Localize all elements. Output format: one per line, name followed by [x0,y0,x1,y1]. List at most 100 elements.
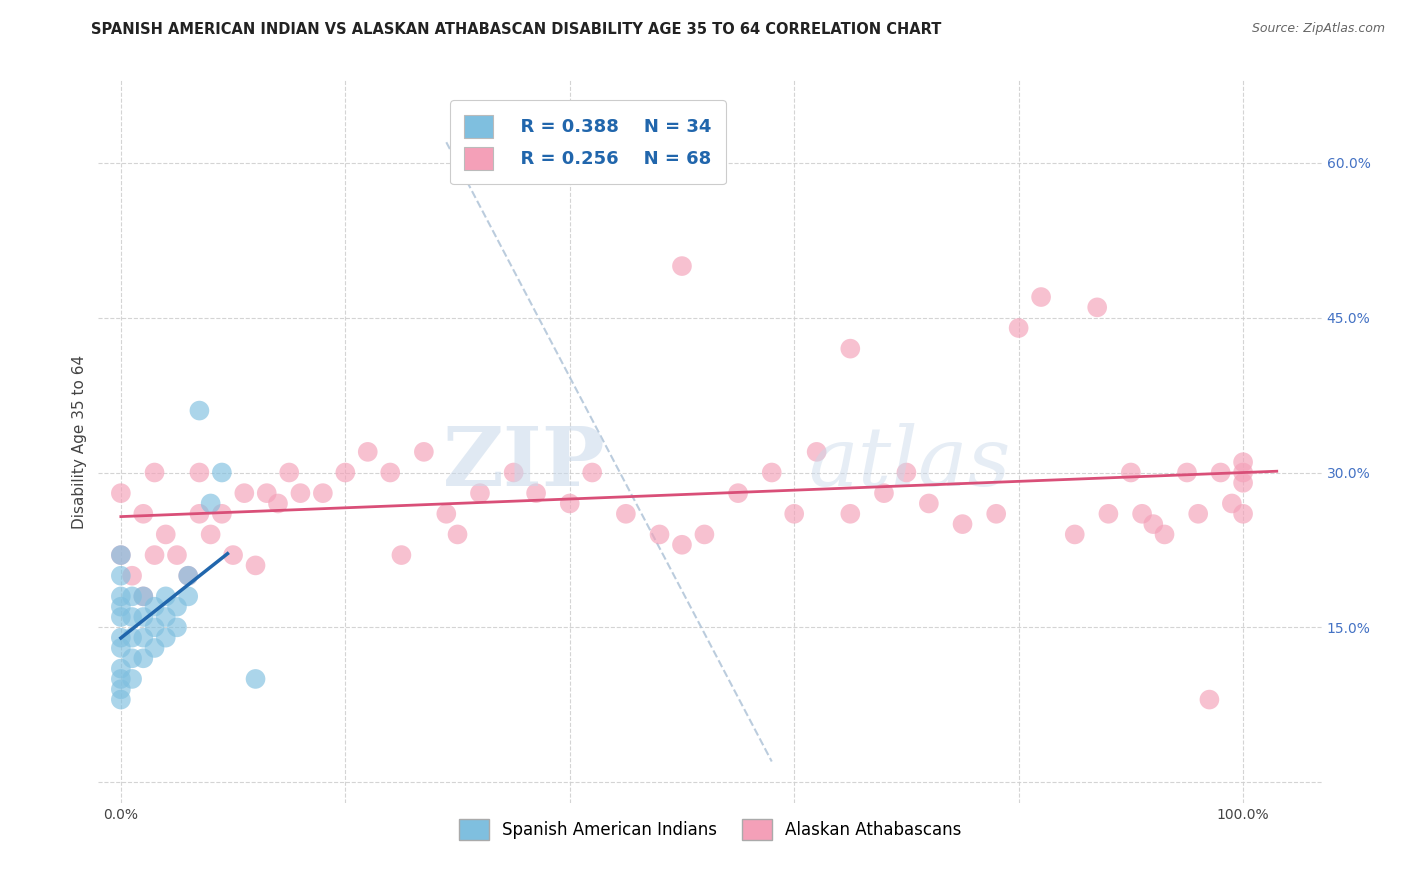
Point [1232,455,1254,469]
Text: atlas: atlas [808,423,1011,503]
Point [155,610,177,624]
Text: SPANISH AMERICAN INDIAN VS ALASKAN ATHABASCAN DISABILITY AGE 35 TO 64 CORRELATIO: SPANISH AMERICAN INDIAN VS ALASKAN ATHAB… [91,22,942,37]
Point [1142,517,1164,532]
Point [110,640,132,655]
Point [1232,466,1254,480]
Point [357,445,380,459]
Point [446,527,468,541]
Point [1130,507,1153,521]
Point [380,466,402,480]
Point [143,640,166,655]
Point [783,507,806,521]
Point [121,672,143,686]
Point [143,599,166,614]
Point [121,651,143,665]
Point [132,590,155,604]
Point [166,548,188,562]
Point [132,631,155,645]
Point [110,631,132,645]
Point [1232,475,1254,490]
Point [1085,301,1108,315]
Point [132,610,155,624]
Point [110,590,132,604]
Point [1063,527,1085,541]
Point [896,466,918,480]
Point [524,486,547,500]
Legend: Spanish American Indians, Alaskan Athabascans: Spanish American Indians, Alaskan Athaba… [450,811,970,848]
Point [211,466,233,480]
Point [110,599,132,614]
Point [211,507,233,521]
Point [434,507,457,521]
Point [110,682,132,697]
Point [761,466,783,480]
Point [839,507,862,521]
Point [1029,290,1052,304]
Point [918,496,941,510]
Point [502,466,524,480]
Point [839,342,862,356]
Point [188,507,211,521]
Point [986,507,1008,521]
Point [648,527,671,541]
Point [110,548,132,562]
Point [1220,496,1243,510]
Point [468,486,491,500]
Point [121,590,143,604]
Point [110,692,132,706]
Point [278,466,301,480]
Point [110,486,132,500]
Point [155,527,177,541]
Point [671,259,693,273]
Point [727,486,749,500]
Point [110,548,132,562]
Point [222,548,245,562]
Point [132,590,155,604]
Point [558,496,581,510]
Point [312,486,335,500]
Point [614,507,637,521]
Point [132,651,155,665]
Point [806,445,828,459]
Point [166,620,188,634]
Point [110,568,132,582]
Y-axis label: Disability Age 35 to 64: Disability Age 35 to 64 [72,354,87,529]
Point [952,517,974,532]
Point [581,466,603,480]
Point [132,507,155,521]
Point [1007,321,1029,335]
Point [200,527,222,541]
Point [256,486,278,500]
Point [177,568,200,582]
Point [1175,466,1198,480]
Point [873,486,896,500]
Point [121,610,143,624]
Point [335,466,357,480]
Point [412,445,434,459]
Point [1187,507,1209,521]
Point [166,599,188,614]
Point [1209,466,1232,480]
Point [1097,507,1119,521]
Point [110,610,132,624]
Point [1198,692,1220,706]
Point [177,568,200,582]
Point [1153,527,1175,541]
Point [188,403,211,417]
Point [177,590,200,604]
Point [290,486,312,500]
Point [267,496,290,510]
Point [143,466,166,480]
Point [121,568,143,582]
Point [188,466,211,480]
Point [155,590,177,604]
Point [671,538,693,552]
Point [110,662,132,676]
Point [693,527,716,541]
Point [391,548,413,562]
Point [143,620,166,634]
Point [143,548,166,562]
Point [245,558,267,573]
Point [110,672,132,686]
Point [121,631,143,645]
